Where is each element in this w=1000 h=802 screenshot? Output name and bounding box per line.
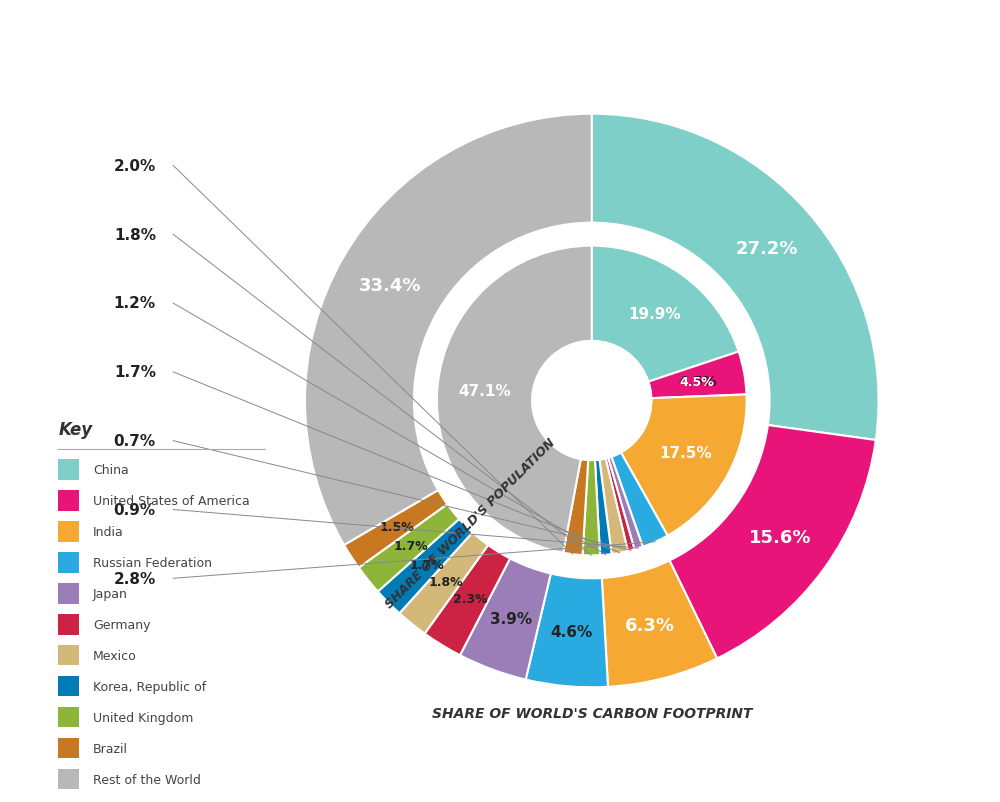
Text: 17.5%: 17.5% xyxy=(659,446,712,461)
Text: 6.3%: 6.3% xyxy=(625,617,675,634)
Text: Japan: Japan xyxy=(93,587,128,600)
Bar xyxy=(58,707,79,727)
Text: 1.5%: 1.5% xyxy=(379,520,414,533)
Text: 1.7%: 1.7% xyxy=(410,558,444,571)
Text: 2.0%: 2.0% xyxy=(114,159,156,173)
Bar xyxy=(58,769,79,789)
Text: 1.7%: 1.7% xyxy=(393,540,428,553)
Bar xyxy=(58,553,79,573)
Wedge shape xyxy=(526,573,608,687)
Circle shape xyxy=(532,342,651,460)
Text: 15.6%: 15.6% xyxy=(748,529,811,546)
Text: 1.8%: 1.8% xyxy=(429,575,463,588)
Wedge shape xyxy=(648,352,747,399)
Bar xyxy=(58,738,79,759)
Text: Brazil: Brazil xyxy=(93,742,128,755)
Text: 1.7%: 1.7% xyxy=(114,365,156,380)
Wedge shape xyxy=(399,533,488,634)
Wedge shape xyxy=(669,426,876,658)
Bar xyxy=(58,521,79,542)
Text: 2.3%: 2.3% xyxy=(453,593,488,606)
Wedge shape xyxy=(344,491,447,568)
Bar xyxy=(58,490,79,511)
Text: 47.1%: 47.1% xyxy=(459,383,511,399)
Wedge shape xyxy=(425,545,510,655)
Wedge shape xyxy=(608,457,643,549)
Wedge shape xyxy=(595,460,612,556)
Text: Germany: Germany xyxy=(93,618,150,631)
Bar xyxy=(58,676,79,697)
Text: 2.8%: 2.8% xyxy=(114,571,156,586)
Text: Key: Key xyxy=(58,421,92,439)
Wedge shape xyxy=(460,559,551,680)
Text: Russian Federation: Russian Federation xyxy=(93,556,212,569)
Text: 3.9%: 3.9% xyxy=(490,611,532,626)
Bar xyxy=(58,614,79,634)
Wedge shape xyxy=(621,395,747,536)
Text: 19.9%: 19.9% xyxy=(628,306,681,322)
Text: 27.2%: 27.2% xyxy=(736,240,798,257)
Text: 33.4%: 33.4% xyxy=(359,277,422,294)
Text: Mexico: Mexico xyxy=(93,649,137,662)
Text: 4.5%: 4.5% xyxy=(678,375,717,389)
Text: China: China xyxy=(93,464,129,476)
Text: SHARE OF WORLD'S CARBON FOOTPRINT: SHARE OF WORLD'S CARBON FOOTPRINT xyxy=(432,706,752,719)
Wedge shape xyxy=(606,458,634,552)
Text: United States of America: United States of America xyxy=(93,494,250,507)
Text: United Kingdom: United Kingdom xyxy=(93,711,193,723)
Text: 4.6%: 4.6% xyxy=(550,625,592,640)
Wedge shape xyxy=(359,504,459,592)
Wedge shape xyxy=(599,459,628,554)
Text: SHARE OF WORLD'S POPULATION: SHARE OF WORLD'S POPULATION xyxy=(383,435,558,610)
Text: Rest of the World: Rest of the World xyxy=(93,772,201,786)
Wedge shape xyxy=(611,453,668,547)
Wedge shape xyxy=(414,224,770,578)
Text: 0.9%: 0.9% xyxy=(114,502,156,517)
Text: Korea, Republic of: Korea, Republic of xyxy=(93,680,206,693)
Text: 0.7%: 0.7% xyxy=(114,434,156,448)
Wedge shape xyxy=(592,115,879,440)
Text: 1.2%: 1.2% xyxy=(114,296,156,311)
Bar xyxy=(58,460,79,480)
Wedge shape xyxy=(305,115,592,545)
Wedge shape xyxy=(437,246,592,553)
Wedge shape xyxy=(602,561,717,687)
Wedge shape xyxy=(378,519,473,614)
Text: 1.8%: 1.8% xyxy=(114,228,156,242)
Text: India: India xyxy=(93,525,124,538)
Bar xyxy=(58,645,79,666)
Wedge shape xyxy=(592,246,739,383)
Text: 4.5%: 4.5% xyxy=(680,375,715,388)
Wedge shape xyxy=(563,460,588,556)
Wedge shape xyxy=(583,460,600,556)
Bar xyxy=(58,583,79,604)
